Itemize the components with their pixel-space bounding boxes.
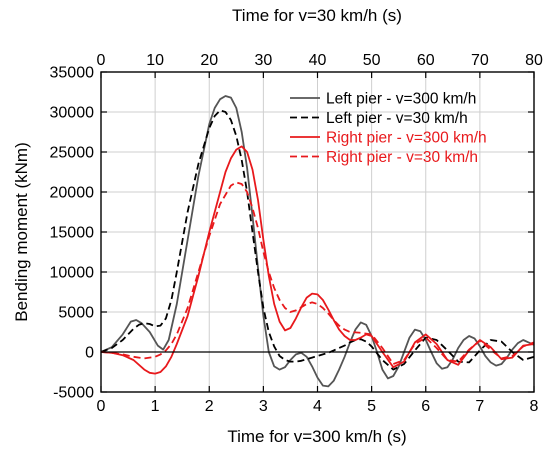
x2-tick-label: 40: [309, 52, 327, 69]
y-tick-label: 30000: [50, 105, 95, 122]
x2-tick-label: 20: [200, 52, 218, 69]
x-tick-label: 4: [313, 398, 322, 415]
x-tick-label: 0: [97, 398, 106, 415]
legend: Left pier - v=300 km/h Left pier - v=30 k…: [290, 91, 487, 166]
legend-label-4: Right pier - v=30 km/h: [326, 149, 478, 166]
x-tick-label: 5: [367, 398, 376, 415]
x2-tick-label: 30: [254, 52, 272, 69]
y-tick-label: 5000: [58, 305, 94, 322]
x2-tick-label: 0: [97, 52, 106, 69]
y-tick-label: -5000: [53, 385, 94, 402]
x-tick-label: 3: [259, 398, 268, 415]
plot-frame: [100, 71, 535, 393]
x-axis-title-top: Time for v=30 km/h (s): [232, 6, 402, 25]
x-tick-label: 7: [475, 398, 484, 415]
x-tick-label: 6: [421, 398, 430, 415]
series-line-3: [100, 145, 535, 375]
y-tick-label: 25000: [50, 145, 95, 162]
x-tick-label: 8: [530, 398, 539, 415]
series-line-2: [100, 109, 535, 371]
y-tick-label: 20000: [50, 185, 95, 202]
y-tick-label: 0: [85, 345, 94, 362]
series-lines: [100, 95, 535, 388]
y-tick-label: 10000: [50, 265, 95, 282]
x-tick-label: 2: [205, 398, 214, 415]
legend-label-1: Left pier - v=300 km/h: [326, 91, 476, 108]
tick-labels: 0 1 2 3 4 5 6 7 80 10 20 30 40 50 60 70 80-5000050001000…: [50, 52, 544, 415]
x-tick-label: 1: [151, 398, 160, 415]
x-axis-title-bottom: Time for v=300 km/h (s): [227, 427, 406, 446]
axes: [100, 71, 535, 393]
y-axis-title: Bending moment (kNm): [12, 142, 31, 322]
series-line-1: [100, 95, 535, 388]
x2-tick-label: 10: [146, 52, 164, 69]
x2-tick-label: 70: [471, 52, 489, 69]
x2-tick-label: 80: [525, 52, 543, 69]
x2-tick-label: 60: [417, 52, 435, 69]
y-tick-label: 15000: [50, 225, 95, 242]
legend-label-3: Right pier - v=300 km/h: [326, 130, 487, 147]
x2-tick-label: 50: [363, 52, 381, 69]
series-line-4: [100, 181, 535, 365]
y-tick-label: 35000: [50, 65, 95, 82]
legend-label-2: Left pier - v=30 km/h: [326, 110, 468, 127]
